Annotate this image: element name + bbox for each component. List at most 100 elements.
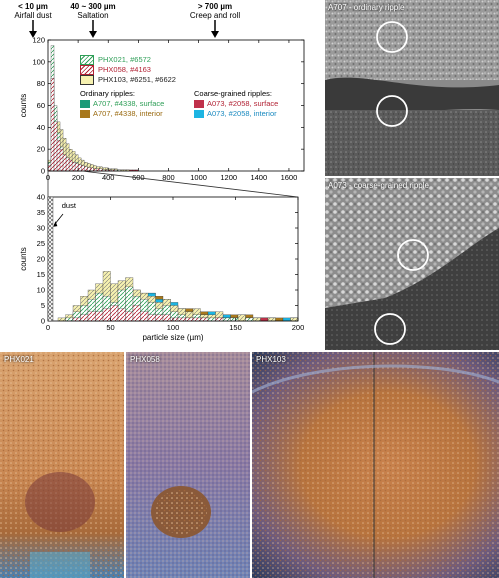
legend-swatch [80,55,94,65]
bar [68,159,73,172]
legend-label: A073, #2058, interior [207,109,277,118]
legend-swatch [80,65,94,75]
bar [200,317,209,322]
bar [102,308,111,322]
dust-bar [47,196,54,322]
photo-label: PHX058 [130,355,160,364]
legend-item: PHX058, #4163 [80,65,310,75]
y-tick-label: 80 [37,79,45,88]
legend-label: PHX103, #6251, #6622 [98,75,176,84]
microscope-texture [325,0,499,176]
bar [170,317,179,322]
annotation-airfall: < 10 µm Airfall dust [8,2,58,20]
bar [110,305,119,322]
bar [230,317,239,322]
bar [90,167,94,172]
bar [155,314,164,322]
bar [77,164,82,172]
x-tick-label: 1600 [281,173,298,182]
legend-label: A073, #2058, surface [207,99,279,108]
top-annotations: < 10 µm Airfall dust 40 ~ 300 µm Saltati… [0,0,320,40]
bar [162,314,171,322]
legend-item: A707, #4338, interior [80,109,192,119]
top-histogram: 0204060801001200200400600800100012001400… [19,36,305,182]
x-tick-label: 1000 [190,173,207,182]
dust-arrowhead-icon [53,221,58,227]
y-tick-label: 40 [37,123,45,132]
x-tick-label: 200 [292,323,305,332]
microscope-image-top: A707 - ordinary ripple [325,0,499,176]
y-axis-label: counts [19,247,28,271]
bar [53,121,58,172]
y-tick-label: 15 [37,270,45,279]
bar [47,165,52,172]
x-tick-label: 1400 [250,173,267,182]
annotation-label: Saltation [77,11,109,20]
x-tick-label: 200 [72,173,85,182]
bar [282,317,291,322]
legend-item: A707, #4338, surface [80,99,192,109]
bar [260,317,269,322]
annotation-size: < 10 µm [18,2,48,11]
legend-coarse: Coarse-grained ripples: A073, #2058, sur… [194,89,312,119]
legend-item: A073, #2058, surface [194,99,312,109]
histogram-figure: 0204060801001200200400600800100012001400… [19,36,305,343]
dust-label: dust [62,201,77,210]
microscope-texture [325,178,499,350]
bar [80,165,85,172]
bar [215,317,224,322]
bar [56,140,61,172]
bar [237,314,246,322]
annotation-size: 40 ~ 300 µm [70,2,116,11]
legend-title: Ordinary ripples: [80,89,136,98]
bar [290,317,299,322]
photo-phx058: PHX058 [126,352,250,578]
legend-swatch [80,75,94,85]
bar [50,78,55,172]
y-tick-label: 0 [41,317,45,326]
annotation-label: Airfall dust [14,11,52,20]
photo-label: PHX021 [4,355,34,364]
x-tick-label: 150 [229,323,242,332]
photo-label: PHX103 [256,355,286,364]
bar [185,317,194,322]
x-tick-label: 400 [102,173,115,182]
x-tick-label: 50 [106,323,114,332]
legend-label: PHX058, #4163 [98,65,151,74]
bar [192,317,201,322]
bar [80,314,89,322]
legend-swatch [194,110,204,118]
legend-ordinary: Ordinary ripples: A707, #4338, surface A… [80,89,192,119]
legend-samples: PHX021, #6572 PHX058, #4163 PHX103, #625… [80,55,310,85]
bar [207,317,216,322]
bar [59,149,64,172]
bar [222,317,231,322]
bar [65,317,74,322]
bar [275,317,284,322]
photo-texture [126,352,250,578]
legend-swatch [194,100,204,108]
y-tick-label: 35 [37,208,45,217]
legend-label: A707, #4338, interior [93,109,163,118]
legend-swatch [80,110,90,118]
bar [132,305,141,322]
legend-item: PHX103, #6251, #6622 [80,75,310,85]
y-tick-label: 5 [41,301,45,310]
bottom-histogram: 0 5 10 15 20 25 30 35 40 0 50 100 150 200 counts partic… [19,193,304,343]
bar [95,311,104,322]
y-tick-label: 0 [41,167,45,176]
y-axis-label: counts [19,94,28,118]
y-tick-label: 100 [32,57,45,66]
bar [83,166,88,172]
y-tick-label: 25 [37,239,45,248]
x-tick-label: 100 [167,323,180,332]
bar [252,317,261,322]
legend-label: PHX021, #6572 [98,55,151,64]
bar [147,314,156,322]
bar [87,311,96,322]
bar [177,317,186,322]
x-axis-label: particle size (µm) [142,333,203,342]
annotation-creep: > 700 µm Creep and roll [185,2,245,20]
annotation-size: > 700 µm [197,2,233,11]
arrow-down-icon [89,20,97,38]
